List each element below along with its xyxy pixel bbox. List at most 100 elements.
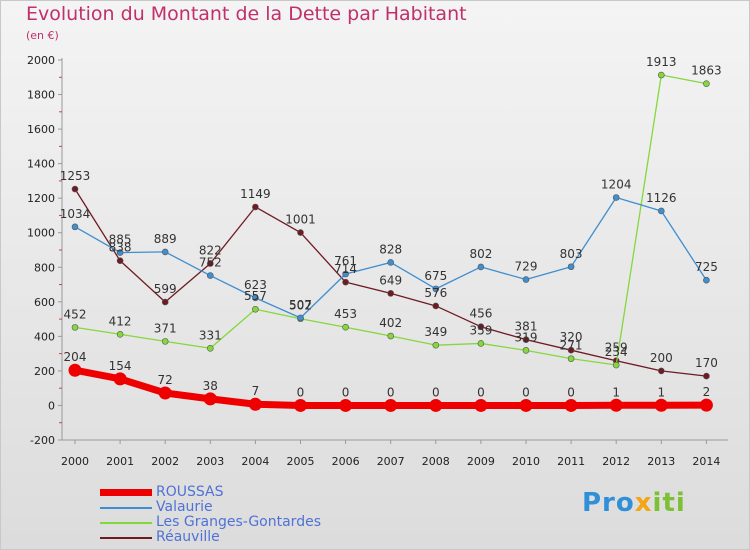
data-label: 402 bbox=[379, 316, 402, 330]
legend-item: ROUSSAS bbox=[100, 485, 321, 500]
data-label: 331 bbox=[199, 328, 222, 342]
data-point bbox=[657, 71, 665, 79]
data-label: 259 bbox=[605, 341, 628, 355]
y-tick-label: 200 bbox=[34, 365, 55, 378]
x-tick-label: 2000 bbox=[61, 455, 89, 468]
data-label: 803 bbox=[560, 247, 583, 261]
y-tick-label: 1200 bbox=[27, 192, 55, 205]
data-point bbox=[339, 398, 353, 412]
data-point bbox=[567, 346, 575, 354]
data-point bbox=[116, 249, 124, 256]
legend-swatch bbox=[100, 536, 152, 539]
data-label: 0 bbox=[387, 385, 395, 399]
data-label: 200 bbox=[650, 351, 673, 365]
x-tick-label: 2007 bbox=[377, 455, 405, 468]
data-label: 371 bbox=[154, 321, 177, 335]
data-point bbox=[477, 323, 485, 330]
data-label: 1 bbox=[612, 385, 620, 399]
data-label: 889 bbox=[154, 232, 177, 246]
data-point bbox=[699, 398, 713, 412]
data-label: 649 bbox=[379, 273, 402, 287]
series-2 bbox=[71, 71, 710, 369]
x-tick-label: 2006 bbox=[332, 455, 360, 468]
data-point bbox=[207, 272, 214, 279]
data-label: 1126 bbox=[646, 191, 677, 205]
data-point bbox=[248, 397, 262, 411]
data-label: 0 bbox=[567, 385, 575, 399]
data-point bbox=[477, 263, 485, 271]
data-point bbox=[252, 305, 259, 313]
x-tick-label: 2003 bbox=[196, 455, 224, 468]
data-point bbox=[522, 347, 530, 354]
data-label: 1034 bbox=[60, 207, 91, 221]
data-point bbox=[342, 270, 349, 278]
data-point bbox=[342, 278, 349, 286]
data-label: 599 bbox=[154, 282, 177, 296]
y-tick-label: 600 bbox=[34, 296, 55, 309]
data-label: 2 bbox=[703, 385, 711, 399]
data-point bbox=[68, 363, 82, 377]
data-label: 170 bbox=[695, 356, 718, 370]
data-point bbox=[477, 340, 485, 347]
chart-legend: ROUSSAS Valaurie Les Granges-Gontardes Réau… bbox=[100, 485, 321, 545]
data-label: 271 bbox=[560, 339, 583, 353]
y-tick-label: 1800 bbox=[27, 89, 55, 102]
legend-label: ROUSSAS bbox=[156, 484, 224, 500]
y-tick-label: 800 bbox=[34, 261, 55, 274]
data-label: 507 bbox=[289, 298, 312, 312]
data-label: 752 bbox=[199, 256, 222, 270]
data-point bbox=[609, 398, 623, 412]
legend-label: Les Granges-Gontardes bbox=[156, 514, 321, 530]
data-point bbox=[342, 323, 349, 331]
x-tick-label: 2009 bbox=[467, 455, 495, 468]
data-point bbox=[432, 285, 440, 293]
x-tick-label: 2013 bbox=[647, 455, 675, 468]
data-point bbox=[71, 324, 79, 331]
data-point bbox=[567, 263, 575, 271]
data-point bbox=[703, 276, 710, 284]
data-label: 72 bbox=[158, 373, 173, 387]
data-point bbox=[297, 314, 304, 322]
data-point bbox=[657, 367, 665, 375]
data-point bbox=[387, 332, 395, 340]
data-label: 359 bbox=[469, 323, 492, 337]
data-label: 675 bbox=[424, 269, 447, 283]
data-point bbox=[567, 355, 575, 362]
data-label: 623 bbox=[244, 278, 267, 292]
chart-title: Evolution du Montant de la Dette par Hab… bbox=[26, 3, 467, 25]
data-label: 885 bbox=[109, 233, 132, 247]
data-point bbox=[432, 302, 440, 310]
x-tick-label: 2014 bbox=[692, 455, 720, 468]
data-point bbox=[612, 361, 620, 369]
x-tick-label: 2012 bbox=[602, 455, 630, 468]
series-line bbox=[74, 196, 707, 319]
data-label: 1204 bbox=[601, 177, 632, 191]
data-point bbox=[522, 336, 530, 343]
data-point bbox=[384, 398, 398, 412]
data-label: 761 bbox=[334, 254, 357, 268]
data-point bbox=[297, 229, 304, 236]
data-point bbox=[161, 298, 169, 306]
legend-item: Les Granges-Gontardes bbox=[100, 515, 321, 530]
data-label: 502 bbox=[289, 299, 312, 313]
data-label: 1253 bbox=[60, 169, 91, 183]
legend-label: Valaurie bbox=[156, 499, 213, 515]
data-label: 838 bbox=[109, 241, 132, 255]
data-label: 576 bbox=[424, 286, 447, 300]
data-point bbox=[161, 338, 169, 345]
data-point bbox=[207, 344, 214, 352]
data-point bbox=[203, 392, 217, 406]
data-label: 1863 bbox=[691, 64, 722, 78]
data-label: 822 bbox=[199, 243, 222, 257]
data-label: 320 bbox=[560, 330, 583, 344]
legend-item: Réauville bbox=[100, 530, 321, 545]
data-point bbox=[564, 398, 578, 412]
data-label: 7 bbox=[252, 384, 260, 398]
data-point bbox=[474, 398, 488, 412]
data-label: 319 bbox=[515, 330, 538, 344]
series-1 bbox=[71, 194, 710, 322]
data-label: 412 bbox=[109, 314, 132, 328]
data-label: 729 bbox=[515, 260, 538, 274]
